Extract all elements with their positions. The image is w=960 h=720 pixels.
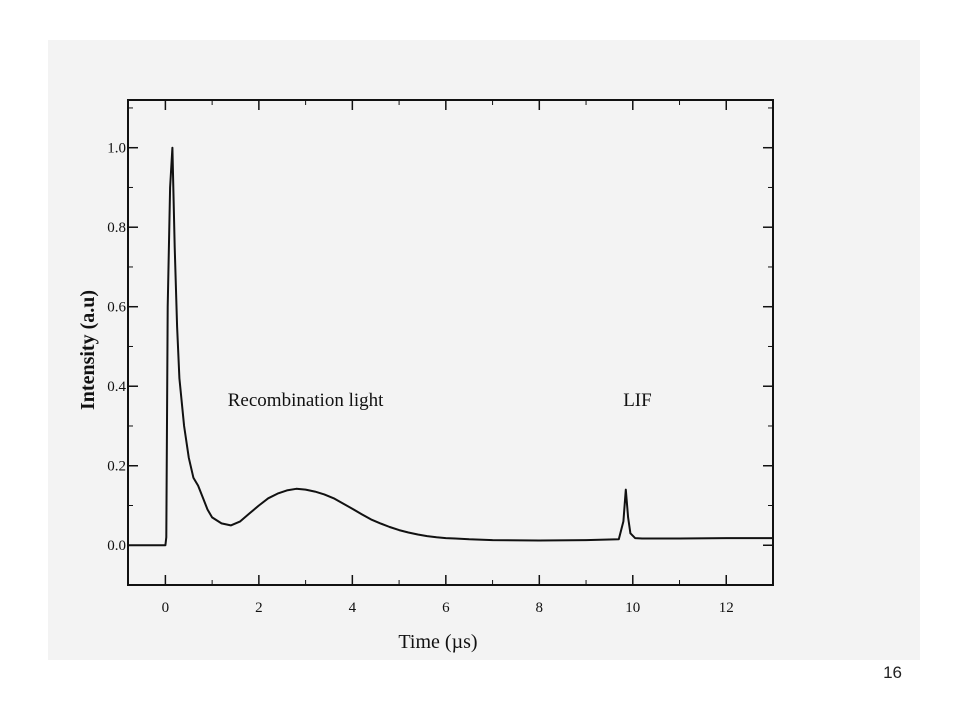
y-tick-label: 0.8 — [107, 220, 126, 236]
y-tick-label: 0.4 — [107, 379, 126, 395]
axis-ticks: 0 2 4 6 8 10 12 0.0 0.2 0.4 0.6 0.8 1.0 — [107, 100, 774, 616]
slide-number: 16 — [883, 663, 902, 682]
x-tick-label: 10 — [625, 600, 640, 616]
plot-border — [127, 99, 774, 586]
figure-panel: 0 2 4 6 8 10 12 0.0 0.2 0.4 0.6 0.8 1.0 Recombinatio… — [48, 40, 920, 660]
y-tick-label: 0.0 — [107, 538, 126, 554]
x-axis-title: Time (µs) — [398, 631, 477, 653]
x-tick-label: 4 — [349, 600, 357, 616]
x-tick-label: 8 — [536, 600, 544, 616]
x-tick-label: 2 — [255, 600, 263, 616]
annotation-1: LIF — [623, 390, 652, 411]
plot-frame — [127, 99, 774, 586]
x-tick-label: 6 — [442, 600, 450, 616]
series-layer: Recombination light LIF — [128, 146, 773, 547]
x-tick-label: 12 — [719, 600, 734, 616]
annotation-0: Recombination light — [228, 390, 384, 411]
series-line-0 — [128, 146, 773, 547]
y-tick-label: 1.0 — [107, 141, 126, 157]
y-axis-title: Intensity (a.u) — [77, 290, 99, 410]
x-tick-label: 0 — [162, 600, 170, 616]
y-tick-label: 0.2 — [107, 459, 126, 475]
y-tick-label: 0.6 — [107, 300, 126, 316]
intensity-time-chart: 0 2 4 6 8 10 12 0.0 0.2 0.4 0.6 0.8 1.0 Recombinatio… — [77, 99, 774, 653]
